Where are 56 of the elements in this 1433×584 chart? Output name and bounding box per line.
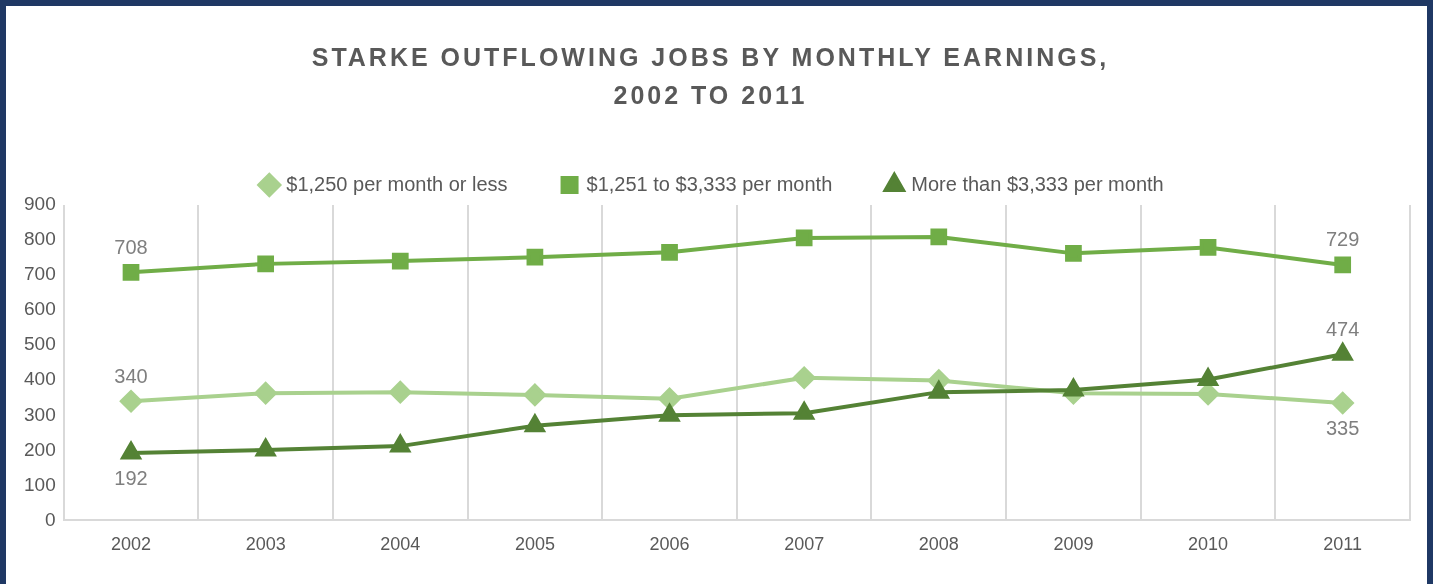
legend-label: $1,250 per month or less [286, 172, 508, 195]
x-tick-label: 2003 [245, 534, 286, 555]
x-tick-label: 2006 [649, 534, 690, 555]
legend-label: $1,251 to $3,333 per month [586, 172, 833, 195]
y-tick-label: 500 [24, 333, 56, 355]
point [120, 390, 143, 413]
point [254, 382, 277, 405]
point [930, 228, 948, 246]
point [661, 243, 678, 261]
point [122, 263, 140, 281]
data-label: 474 [1326, 317, 1360, 340]
legend-label: More than $3,333 per month [911, 172, 1164, 195]
y-tick-label: 100 [24, 473, 56, 495]
point [255, 438, 276, 457]
x-tick-label: 2011 [1323, 534, 1363, 555]
point [1332, 343, 1353, 361]
data-label: 335 [1326, 416, 1360, 439]
data-label: 729 [1326, 228, 1360, 251]
y-tick-label: 800 [24, 228, 56, 250]
point [523, 412, 546, 433]
point [390, 435, 411, 453]
point [1065, 245, 1082, 262]
point [658, 387, 681, 410]
point [1331, 392, 1354, 414]
y-tick-label: 200 [24, 438, 56, 460]
x-tick-label: 2002 [110, 534, 152, 555]
y-tick-label: 600 [24, 298, 56, 320]
y-tick-label: 700 [24, 263, 56, 285]
point [929, 381, 949, 399]
point [795, 229, 813, 247]
point [1334, 256, 1352, 274]
chart-title: STARKE OUTFLOWING JOBS BY MONTHLY EARNINGS, 2002 TO 2011 [310, 42, 1111, 111]
point [257, 255, 275, 273]
point [526, 248, 544, 266]
x-tick-label: 2008 [918, 534, 959, 555]
x-tick-label: 2005 [514, 534, 555, 555]
point [391, 252, 409, 270]
y-tick-label: 400 [24, 368, 56, 390]
y-tick-label: 0 [45, 508, 56, 530]
y-tick-label: 300 [24, 403, 56, 425]
point [389, 381, 412, 404]
data-label: 340 [114, 364, 148, 387]
x-tick-label: 2004 [380, 534, 421, 555]
data-label: 192 [114, 466, 148, 489]
point [523, 383, 546, 406]
data-label: 708 [114, 235, 148, 258]
point [1199, 239, 1217, 256]
point [794, 402, 814, 420]
x-tick-label: 2007 [784, 534, 825, 555]
point [793, 366, 816, 389]
x-tick-label: 2009 [1053, 534, 1094, 555]
y-tick-label: 900 [24, 193, 56, 215]
point [1063, 379, 1084, 397]
point [659, 404, 680, 422]
point [121, 442, 141, 460]
x-tick-label: 2010 [1188, 534, 1229, 555]
